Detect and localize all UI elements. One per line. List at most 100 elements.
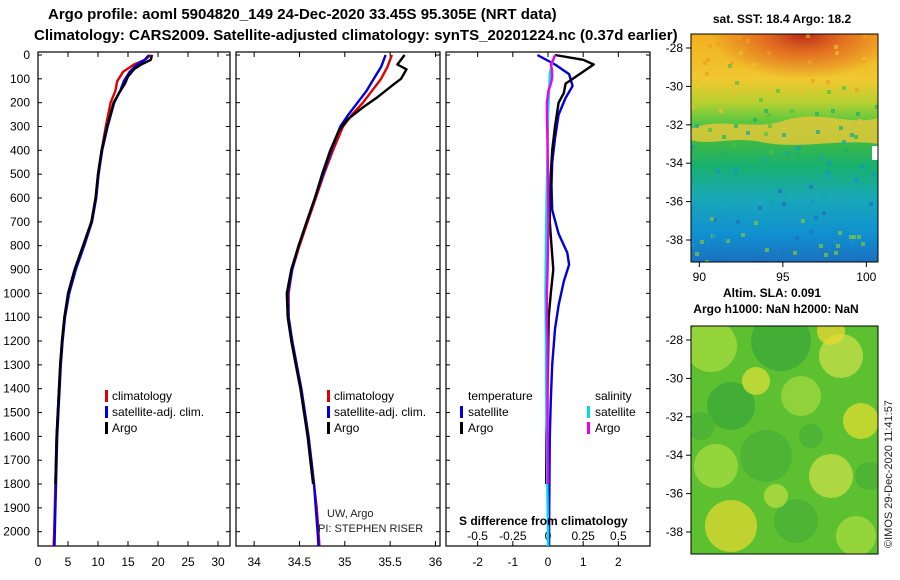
sla-blob xyxy=(774,499,818,543)
sla-map-title-2: Argo h1000: NaN h2000: NaN xyxy=(693,302,858,316)
depth-tick-label: 1600 xyxy=(3,429,30,443)
x-tick-label: 0 xyxy=(35,555,42,569)
sst-missing-data xyxy=(872,146,878,160)
depth-tick-label: 1000 xyxy=(3,286,30,300)
imos-credit: ©IMOS 29-Dec-2020 11:41:57 xyxy=(883,400,895,548)
sst-pixel xyxy=(722,135,726,139)
sst-pixel xyxy=(869,250,873,254)
temperature-series xyxy=(52,54,154,546)
sla-blob xyxy=(705,500,757,552)
sla-blob xyxy=(843,403,878,439)
sla-blob xyxy=(691,412,715,440)
legend-argo-swatch xyxy=(105,422,108,434)
legend-salinity-heading: salinity xyxy=(595,389,632,403)
sst-pixel xyxy=(821,150,825,154)
sst-pixel xyxy=(808,60,812,64)
sla-blob xyxy=(836,516,876,554)
legend-climatology-label: climatology xyxy=(334,389,394,403)
sst-pixel xyxy=(862,57,866,61)
sst-pixel xyxy=(860,87,864,91)
sst-pixel xyxy=(819,157,823,161)
lat-tick-label: -30 xyxy=(666,79,684,93)
sst-pixel xyxy=(835,51,839,55)
sst-pixel xyxy=(852,235,856,239)
sst-pixel xyxy=(757,256,761,260)
x-tick-label: 1 xyxy=(580,555,587,569)
sst-pixel xyxy=(717,161,721,165)
difference-series xyxy=(536,53,595,546)
series-line-argo xyxy=(54,54,154,485)
sst-pixel xyxy=(764,132,768,136)
depth-tick-label: 1500 xyxy=(3,406,30,420)
sst-pixel xyxy=(741,233,745,237)
legend-satellite-label: satellite-adj. clim. xyxy=(112,405,204,419)
sst-pixel xyxy=(842,177,846,181)
legend-sal-argo-swatch xyxy=(587,422,590,434)
sst-pixel xyxy=(811,79,815,83)
sst-pixel xyxy=(717,178,721,182)
sst-pixel xyxy=(839,126,843,130)
sst-pixel xyxy=(753,118,757,122)
sla-lat-axis: -28 -30 -32 -34 -36 -38 xyxy=(666,333,691,539)
depth-tick-label: 100 xyxy=(10,72,30,86)
sla-blob xyxy=(817,326,845,345)
sst-pixel xyxy=(849,235,853,239)
sst-map xyxy=(690,33,879,263)
sst-pixel xyxy=(770,199,774,203)
legend-argo-label: Argo xyxy=(334,421,360,435)
sst-pixel xyxy=(719,109,723,113)
sst-pixel xyxy=(754,221,758,225)
top-x-tick-label: 0.5 xyxy=(610,529,627,543)
sla-blob xyxy=(740,430,792,482)
sst-pixel xyxy=(733,143,737,147)
temperature-legend: climatology satellite-adj. clim. Argo xyxy=(105,389,204,435)
sst-pixel xyxy=(705,260,709,262)
sst-pixel xyxy=(767,113,771,117)
legend-temp-argo-swatch xyxy=(460,422,463,434)
sst-pixel xyxy=(809,185,813,189)
sst-pixel xyxy=(769,150,773,154)
sst-pixel xyxy=(737,36,741,40)
depth-tick-label: 1400 xyxy=(3,382,30,396)
sst-pixel xyxy=(800,91,804,95)
sst-pixel xyxy=(842,140,846,144)
sst-pixel xyxy=(857,235,861,239)
sst-pixel xyxy=(730,84,734,88)
lat-tick-label: -32 xyxy=(666,410,684,424)
sst-pixel xyxy=(850,133,854,137)
depth-tick-label: 1700 xyxy=(3,453,30,467)
pi-annotation-line-2: PI: STEPHEN RISER xyxy=(318,523,423,535)
sst-pixel xyxy=(831,109,835,113)
x-tick-label: -1 xyxy=(507,555,518,569)
depth-tick-label: 200 xyxy=(10,96,30,110)
depth-tick-label: 1800 xyxy=(3,477,30,491)
sst-pixel xyxy=(746,131,750,135)
top-x-tick-label: 0.25 xyxy=(571,529,595,543)
sla-map-title-1: Altim. SLA: 0.091 xyxy=(723,286,821,300)
sst-pixel xyxy=(815,112,819,116)
sst-pixel xyxy=(732,91,736,95)
sst-pixel xyxy=(827,161,831,165)
sst-pixel xyxy=(869,232,873,236)
x-tick-label: 15 xyxy=(121,555,135,569)
sst-pixel-noise xyxy=(691,34,878,262)
sst-pixel xyxy=(776,89,780,93)
sst-pixel xyxy=(768,124,772,128)
sst-pixel xyxy=(785,151,789,155)
depth-tick-label: 500 xyxy=(10,167,30,181)
sst-pixel xyxy=(696,79,700,83)
sst-pixel xyxy=(735,81,739,85)
sst-pixel xyxy=(765,248,769,252)
legend-satellite-swatch xyxy=(105,406,108,418)
sst-map-border xyxy=(690,33,879,263)
difference-top-axis-label: S difference from climatology xyxy=(459,514,628,528)
sla-blobs xyxy=(691,326,878,554)
sst-lon-axis: 90 95 100 xyxy=(693,262,877,284)
x-tick-label: 35.5 xyxy=(378,555,402,569)
sst-pixel xyxy=(721,151,725,155)
sst-pixel xyxy=(821,195,825,199)
sst-pixel xyxy=(723,238,727,242)
depth-tick-label: 1300 xyxy=(3,358,30,372)
sst-pixel xyxy=(781,249,785,253)
legend-sal-satellite-label: satellite xyxy=(595,405,636,419)
